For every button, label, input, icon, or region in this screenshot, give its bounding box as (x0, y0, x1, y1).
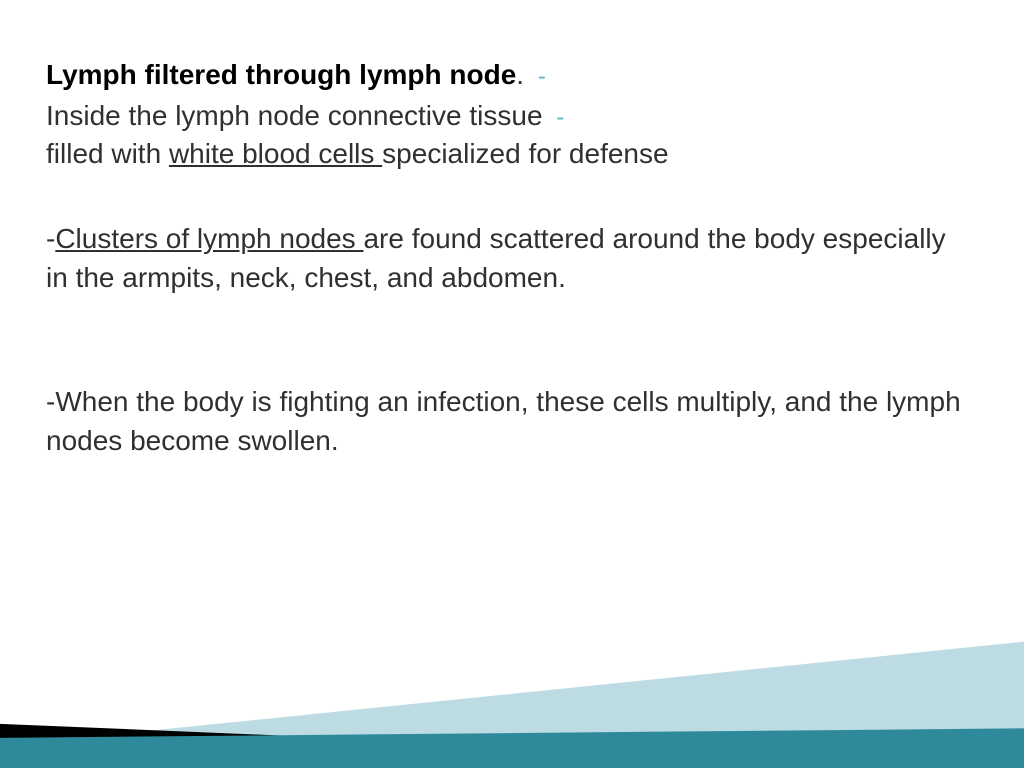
swoosh-decoration (0, 568, 1024, 768)
title-bold: Lymph filtered through lymph node (46, 59, 516, 90)
slide-content: Lymph filtered through lymph node. - Ins… (46, 56, 964, 460)
body-text: specialized for defense (382, 138, 668, 169)
dash-icon: - (538, 63, 546, 90)
paragraph-3: -When the body is fighting an infection,… (46, 383, 964, 460)
slide: Lymph filtered through lymph node. - Ins… (0, 0, 1024, 768)
body-text: -When the body is fighting an infection,… (46, 386, 961, 456)
body-text: Inside the lymph node connective tissue (46, 100, 550, 131)
title-period: . (516, 59, 524, 90)
underlined-text: Clusters of lymph nodes (55, 223, 363, 254)
body-text: - (46, 223, 55, 254)
paragraph-1: Lymph filtered through lymph node. - (46, 56, 964, 95)
paragraph-1c: filled with white blood cells specialize… (46, 135, 964, 174)
paragraph-1b: Inside the lymph node connective tissue … (46, 97, 964, 136)
paragraph-2: -Clusters of lymph nodes are found scatt… (46, 220, 964, 297)
body-text: filled with (46, 138, 169, 169)
dash-icon: - (556, 104, 564, 131)
underlined-text: white blood cells (169, 138, 382, 169)
